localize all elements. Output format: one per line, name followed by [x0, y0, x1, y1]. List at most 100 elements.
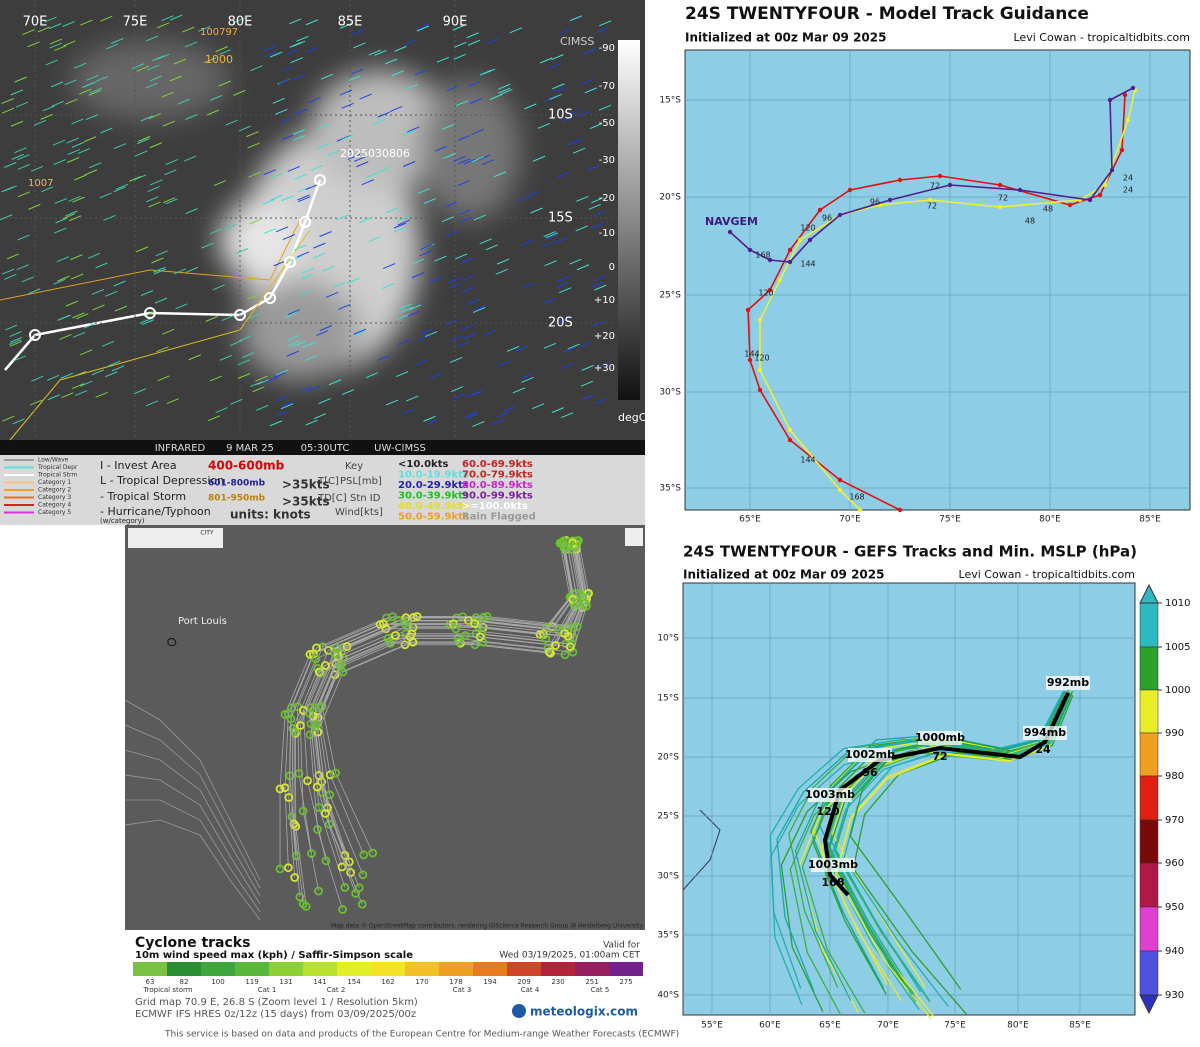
legend-text: Category 2	[38, 487, 71, 494]
track-point	[321, 661, 330, 670]
track-point	[391, 631, 400, 640]
wind-barb	[74, 174, 87, 181]
wind-barb	[85, 114, 99, 121]
track-point	[1107, 97, 1113, 103]
city-button[interactable]: CITY	[200, 530, 214, 537]
wind-barb	[318, 398, 331, 405]
wind-barb	[544, 95, 557, 102]
wind-barb	[89, 162, 102, 169]
wind-barb	[263, 227, 277, 234]
wind-barb	[407, 126, 420, 133]
track-point	[400, 640, 410, 650]
wind-barb	[289, 41, 302, 48]
wind-barb	[365, 372, 379, 379]
wind-barb	[282, 234, 296, 241]
wind-barb	[396, 371, 409, 377]
colorbar-label: 960	[1165, 858, 1184, 869]
track-point	[311, 654, 321, 664]
wind-barb	[353, 42, 366, 49]
track-point	[320, 809, 330, 818]
wind-barb	[481, 159, 495, 166]
track-point	[451, 624, 461, 634]
wind-barb	[569, 15, 583, 22]
attribution: Map data © OpenStreetMap contributors, r…	[331, 923, 643, 930]
wind-barb	[417, 188, 430, 195]
wind-barb	[559, 316, 573, 323]
scale-label: 162	[381, 978, 394, 986]
colorbar-cap	[1139, 994, 1159, 1015]
wind-barb	[434, 255, 447, 262]
wind-barb	[281, 65, 294, 72]
lat-label: 20°S	[659, 193, 681, 203]
lon-label: 65°E	[739, 515, 761, 525]
track-point	[1125, 117, 1131, 123]
track-point	[1122, 92, 1128, 98]
wind-barb	[278, 117, 292, 124]
scale-cell	[167, 962, 201, 976]
wind-barb	[233, 89, 246, 96]
track-point	[368, 848, 378, 858]
wind-barb	[482, 68, 496, 75]
lon-label: 70°E	[877, 1021, 899, 1031]
legend-text: Key	[345, 461, 363, 472]
wind-barb	[368, 236, 381, 243]
wind-barb	[468, 80, 481, 87]
wind-barb	[9, 331, 22, 338]
colorbar-unit: degC	[618, 411, 647, 424]
wind-barb	[68, 195, 81, 202]
scale-cell	[235, 962, 269, 976]
wind-barb	[114, 305, 128, 312]
hour-label: 48	[1025, 217, 1035, 226]
map-area	[684, 49, 1191, 511]
label-box	[918, 731, 962, 745]
wind-barb	[531, 403, 545, 410]
place-name: Port Louis	[178, 616, 227, 627]
wind-barb	[63, 40, 76, 47]
wind-barb	[86, 74, 99, 81]
wind-barb	[250, 381, 263, 388]
wind-barb	[224, 224, 237, 230]
wind-barb	[113, 186, 126, 193]
button[interactable]	[625, 528, 643, 546]
hour-label: 72	[927, 202, 937, 211]
legend-text: L - Tropical Depression	[100, 474, 224, 487]
wind-barb	[146, 196, 159, 203]
storm-symbol	[299, 216, 311, 228]
track-point	[837, 212, 843, 218]
wind-barb	[287, 309, 301, 316]
wind-barb	[279, 78, 292, 85]
wind-barb	[150, 179, 163, 186]
track-point	[340, 883, 350, 892]
wind-barb	[300, 273, 313, 280]
track-point	[298, 806, 308, 816]
subtitle: Initialized at 00z Mar 09 2025	[685, 31, 886, 45]
wind-barb	[298, 290, 311, 297]
wind-barb	[198, 25, 211, 32]
wind-barb	[53, 159, 66, 166]
wind-barb	[596, 27, 609, 33]
scale-label: 194	[483, 978, 497, 986]
lon-label: 85°E	[1139, 515, 1161, 525]
wind-barb	[521, 239, 534, 246]
wind-barb	[221, 315, 234, 322]
wind-barb	[165, 159, 178, 166]
wind-barb	[590, 123, 603, 129]
wind-barb	[134, 150, 148, 157]
wind-barb	[131, 63, 145, 70]
wind-barb	[72, 196, 85, 203]
label-box	[1046, 676, 1090, 690]
track-point	[275, 864, 285, 874]
wind-barb	[225, 119, 238, 126]
track-point	[461, 631, 470, 640]
track-point	[357, 899, 367, 909]
track-point	[817, 207, 823, 213]
hour-label: 96	[822, 214, 832, 223]
speed-legend: 80.0-89.9kts	[462, 480, 533, 491]
wind-barb	[596, 362, 610, 369]
track-point	[927, 197, 933, 203]
wind-barb	[128, 175, 142, 182]
wind-barb	[518, 195, 531, 202]
wind-barb	[368, 49, 382, 56]
wind-barb	[460, 257, 473, 264]
wind-barb	[336, 214, 349, 221]
